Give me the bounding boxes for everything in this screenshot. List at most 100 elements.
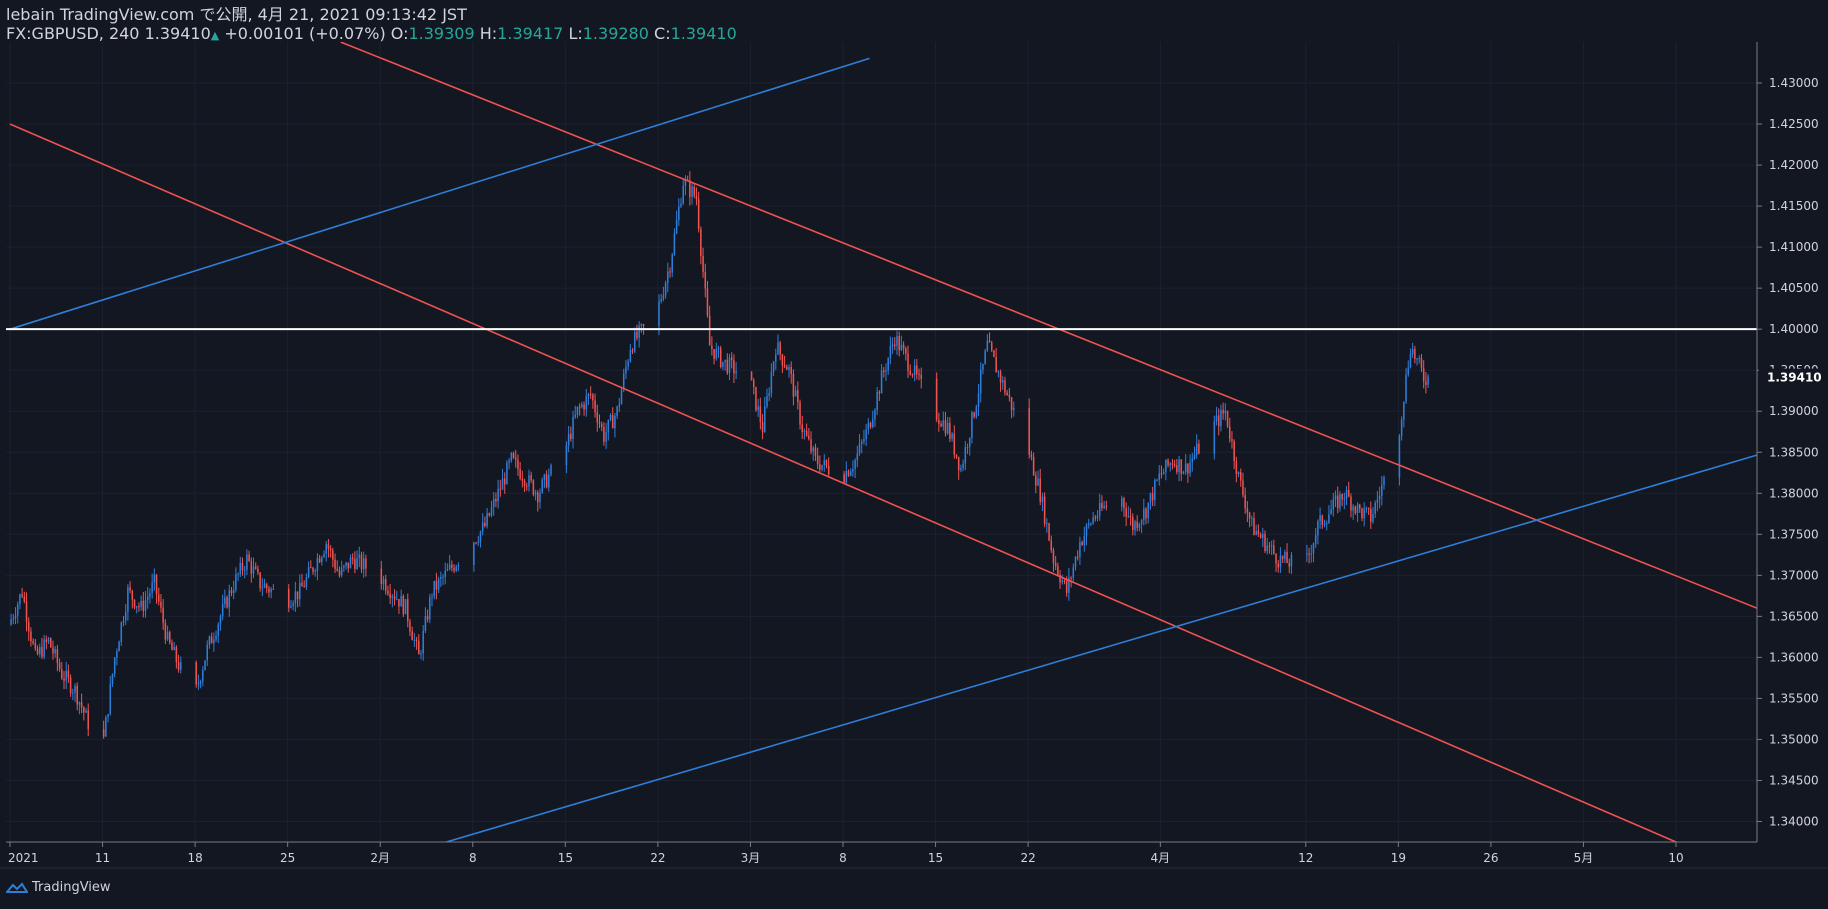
tradingview-logo[interactable]: TradingView <box>6 880 111 895</box>
candle-body <box>287 588 290 608</box>
candle-body <box>682 185 685 204</box>
candle-body <box>1065 580 1068 593</box>
candle-body <box>1193 454 1196 459</box>
candle-body <box>382 579 385 585</box>
price-tick-label: 1.34000 <box>1769 814 1819 828</box>
candle-body <box>1332 499 1335 510</box>
price-tick-label: 1.38000 <box>1769 486 1819 500</box>
candle-body <box>1253 518 1255 535</box>
candle-body <box>1321 515 1324 525</box>
candle-body <box>120 622 123 643</box>
candle-body <box>1180 459 1183 474</box>
candle-body <box>1235 461 1238 475</box>
candle-body <box>1310 553 1313 555</box>
candle-body <box>1187 463 1189 474</box>
candle-body <box>1074 556 1077 568</box>
candle-body <box>633 331 636 352</box>
candle-body <box>1354 506 1357 514</box>
candle-body <box>673 233 676 255</box>
candle-body <box>157 594 160 602</box>
price-axis[interactable]: 1.43000 1.42500 1.42000 1.41500 1.41000 1.405… <box>1756 0 1828 842</box>
candle-body <box>448 564 451 570</box>
candle-body <box>812 447 815 452</box>
candle-body <box>230 590 233 594</box>
candle-body <box>1134 521 1136 531</box>
candle-body <box>799 402 801 425</box>
candle-body <box>437 578 440 590</box>
candle-body <box>752 380 755 387</box>
candle-body <box>424 616 427 631</box>
candle-body <box>534 492 537 495</box>
candle-body <box>517 459 519 470</box>
candle-body <box>1127 516 1130 518</box>
candle-body <box>479 531 482 542</box>
candle-body <box>124 611 127 621</box>
candle-body <box>1098 502 1101 516</box>
price-tick-label: 1.35500 <box>1769 691 1819 705</box>
candle-body <box>52 647 54 654</box>
candle-body <box>1400 419 1403 436</box>
candle-body <box>1046 523 1048 525</box>
candle-body <box>149 593 151 597</box>
time-tick-label: 12 <box>1298 851 1313 865</box>
candle-body <box>880 370 883 394</box>
price-axis-bg <box>1757 0 1828 842</box>
candle-body <box>195 662 197 685</box>
candle-body <box>497 488 499 502</box>
candle-body <box>1072 567 1075 578</box>
candle-body <box>19 594 21 605</box>
candle-body <box>1149 493 1152 503</box>
candle-body <box>629 349 632 362</box>
candle-body <box>422 630 424 654</box>
candle-body <box>858 443 861 454</box>
time-tick-label: 4月 <box>1151 851 1171 865</box>
candle-body <box>706 288 709 316</box>
candle-body <box>973 412 975 417</box>
candle-body <box>400 596 402 607</box>
candle-body <box>1101 502 1103 509</box>
candle-body <box>495 499 497 502</box>
trendlines <box>6 42 1757 842</box>
candle-body <box>38 646 41 654</box>
price-change: +0.00101 (+0.07%) <box>224 24 386 43</box>
open-label: O: <box>390 24 409 43</box>
candle-body <box>1416 358 1418 360</box>
candle-body <box>177 662 180 670</box>
candle-body <box>25 601 28 622</box>
candle-body <box>1213 421 1216 454</box>
candle-body <box>894 344 896 347</box>
candle-body <box>640 324 643 326</box>
candle-body <box>810 439 812 452</box>
candle-body <box>845 470 848 483</box>
candle-body <box>248 554 250 562</box>
candle-body <box>755 386 757 411</box>
price-tick-label: 1.40000 <box>1769 322 1819 336</box>
candle-body <box>660 299 662 302</box>
candle-body <box>433 580 435 597</box>
candle-body <box>1347 490 1350 497</box>
candle-body <box>1420 358 1423 369</box>
candle-body <box>680 203 682 207</box>
candle-body <box>1195 443 1198 455</box>
candle-body <box>1281 555 1284 560</box>
candle-body <box>21 594 23 597</box>
candle-body <box>1013 407 1015 411</box>
candle-body <box>67 670 70 678</box>
candle-body <box>1140 520 1143 525</box>
candle-body <box>957 457 960 471</box>
candle-body <box>1198 443 1200 454</box>
candle-body <box>671 254 673 273</box>
candle-body <box>1083 535 1086 545</box>
candle-body <box>1120 498 1123 507</box>
candle-body <box>387 590 389 594</box>
candle-body <box>1345 490 1348 499</box>
candle-body <box>1317 521 1319 536</box>
candle-body <box>1059 574 1061 583</box>
candle-body <box>1425 381 1427 385</box>
time-axis[interactable]: 2021 11 18 25 2月 8 15 22 3月 8 15 22 4月 12 19 26 5月 10 <box>0 841 1828 869</box>
candle-body <box>1226 410 1229 427</box>
candle-body <box>1178 459 1180 473</box>
candle-body <box>199 681 202 684</box>
candle-body <box>47 638 50 642</box>
